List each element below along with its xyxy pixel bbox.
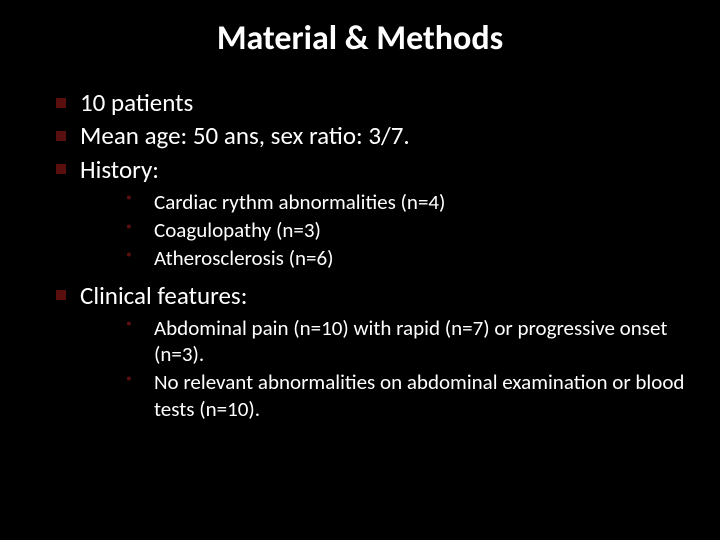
- list-item: No relevant abnormalities on abdominal e…: [126, 369, 692, 422]
- bullet-list-level2: Abdominal pain (n=10) with rapid (n=7) o…: [126, 315, 692, 422]
- list-item-text: Coagulopathy (n=3): [154, 217, 321, 243]
- list-item-text: Abdominal pain (n=10) with rapid (n=7) o…: [154, 315, 667, 367]
- list-item-text: No relevant abnormalities on abdominal e…: [154, 369, 684, 421]
- list-item: Atherosclerosis (n=6): [126, 245, 692, 271]
- list-item: Abdominal pain (n=10) with rapid (n=7) o…: [126, 315, 692, 368]
- bullet-list-level2: Cardiac rythm abnormalities (n=4) Coagul…: [126, 189, 692, 272]
- list-item: Clinical features: Abdominal pain (n=10)…: [56, 280, 692, 422]
- slide-title: Material & Methods: [28, 18, 692, 59]
- list-item: Cardiac rythm abnormalities (n=4): [126, 189, 692, 215]
- list-item: Mean age: 50 ans, sex ratio: 3/7.: [56, 120, 692, 151]
- list-item: 10 patients: [56, 87, 692, 118]
- list-item-text: Mean age: 50 ans, sex ratio: 3/7.: [80, 120, 410, 151]
- bullet-list-level1: 10 patients Mean age: 50 ans, sex ratio:…: [56, 87, 692, 422]
- list-item-text: History:: [80, 154, 159, 185]
- slide: Material & Methods 10 patients Mean age:…: [0, 0, 720, 540]
- list-item-text: Clinical features:: [80, 280, 247, 311]
- list-item-text: 10 patients: [80, 87, 193, 118]
- list-item-text: Atherosclerosis (n=6): [154, 245, 333, 271]
- list-item: History: Cardiac rythm abnormalities (n=…: [56, 154, 692, 272]
- list-item-text: Cardiac rythm abnormalities (n=4): [154, 189, 445, 215]
- list-item: Coagulopathy (n=3): [126, 217, 692, 243]
